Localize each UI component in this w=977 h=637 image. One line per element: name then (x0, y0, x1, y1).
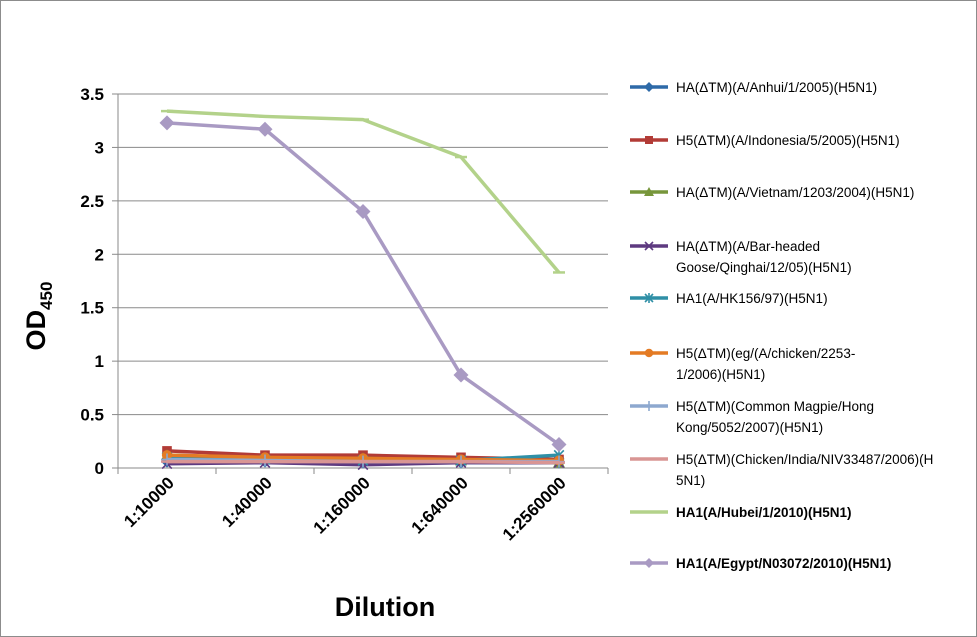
y-tick-label: 0 (95, 459, 104, 478)
x-tick-label: 1:2560000 (499, 473, 570, 544)
x-tick-label: 1:40000 (218, 473, 276, 531)
legend-entry-9: HA1(A/Hubei/1/2010)(H5N1) (630, 505, 852, 520)
legend: HA(ΔTM)(A/Anhui/1/2005)(H5N1) H5(ΔTM)(A/I… (630, 80, 933, 571)
legend-entry-6: H5(ΔTM)(eg/(A/chicken/2253- 1/2006)(H5N1) (630, 346, 855, 382)
marker-stroke (644, 241, 654, 251)
series-lines (159, 109, 567, 471)
legend-label: Kong/5052/2007)(H5N1) (676, 420, 823, 435)
x-tick-label: 1:640000 (408, 473, 472, 537)
x-tick-labels: 1:10000 1:40000 1:160000 1:640000 1:2560000 (120, 473, 570, 544)
legend-label: H5(ΔTM)(Common Magpie/Hong (676, 399, 874, 414)
data-point (644, 241, 654, 251)
y-axis-title-main: OD (21, 310, 51, 351)
y-tick-label: 3.5 (80, 85, 104, 104)
legend-label: H5(ΔTM)(A/Indonesia/5/2005)(H5N1) (676, 133, 900, 148)
y-tick-label: 2 (95, 245, 104, 264)
series-line (166, 109, 561, 274)
axes (112, 93, 609, 474)
legend-label: HA(ΔTM)(A/Bar-headed (676, 239, 820, 254)
y-tick-label: 1 (95, 352, 104, 371)
legend-label: HA(ΔTM)(A/Vietnam/1203/2004)(H5N1) (676, 185, 914, 200)
legend-entry-10: HA1(A/Egypt/N03072/2010)(H5N1) (630, 556, 891, 571)
legend-label: H5(ΔTM)(eg/(A/chicken/2253- (676, 346, 855, 361)
y-tick-label: 2.5 (80, 192, 104, 211)
legend-entry-4: HA(ΔTM)(A/Bar-headed Goose/Qinghai/12/05)… (630, 239, 852, 275)
y-tick-label: 0.5 (80, 406, 104, 425)
data-point (355, 204, 371, 220)
x-tick-label: 1:10000 (120, 473, 178, 531)
data-point (644, 293, 654, 303)
y-tick-labels: 0 0.5 1 1.5 2 2.5 3 3.5 (80, 85, 104, 478)
series-10 (159, 115, 567, 452)
svg-text:OD450: OD450 (21, 282, 56, 351)
data-point (159, 115, 175, 131)
legend-label: Goose/Qinghai/12/05)(H5N1) (676, 260, 852, 275)
data-point (645, 136, 653, 144)
legend-entry-5: HA1(A/HK156/97)(H5N1) (630, 291, 828, 306)
gridlines (118, 93, 608, 416)
legend-label: HA1(A/Hubei/1/2010)(H5N1) (676, 505, 852, 520)
legend-entry-3: HA(ΔTM)(A/Vietnam/1203/2004)(H5N1) (630, 185, 914, 200)
data-point (644, 82, 654, 92)
data-point (161, 453, 173, 466)
data-point (644, 348, 654, 358)
legend-entry-8: H5(ΔTM)(Chicken/India/NIV33487/2006)(H 5N… (630, 452, 933, 488)
legend-label: 5N1) (676, 473, 705, 488)
x-axis-title: Dilution (335, 592, 435, 622)
y-tick-label: 1.5 (80, 299, 104, 318)
data-point (644, 558, 654, 568)
series-8 (161, 459, 565, 465)
series-9 (161, 109, 565, 274)
legend-label: 1/2006)(H5N1) (676, 367, 765, 382)
data-point (257, 121, 273, 137)
data-point (453, 367, 469, 383)
series-line (166, 121, 561, 446)
legend-label: HA1(A/Egypt/N03072/2010)(H5N1) (676, 556, 891, 571)
legend-entry-7: H5(ΔTM)(Common Magpie/Hong Kong/5052/2007… (630, 399, 874, 435)
legend-label: H5(ΔTM)(Chicken/India/NIV33487/2006)(H (676, 452, 933, 467)
legend-entry-2: H5(ΔTM)(A/Indonesia/5/2005)(H5N1) (630, 133, 900, 148)
legend-label: HA(ΔTM)(A/Anhui/1/2005)(H5N1) (676, 80, 877, 95)
legend-label: HA1(A/HK156/97)(H5N1) (676, 291, 828, 306)
x-tick-label: 1:160000 (310, 473, 374, 537)
data-point (551, 436, 567, 452)
data-point (644, 187, 654, 196)
y-axis-title-subscript: 450 (37, 282, 56, 310)
y-tick-label: 3 (95, 138, 104, 157)
data-point (644, 401, 654, 411)
legend-entry-1: HA(ΔTM)(A/Anhui/1/2005)(H5N1) (630, 80, 877, 95)
y-axis-title: OD450 (21, 282, 56, 351)
